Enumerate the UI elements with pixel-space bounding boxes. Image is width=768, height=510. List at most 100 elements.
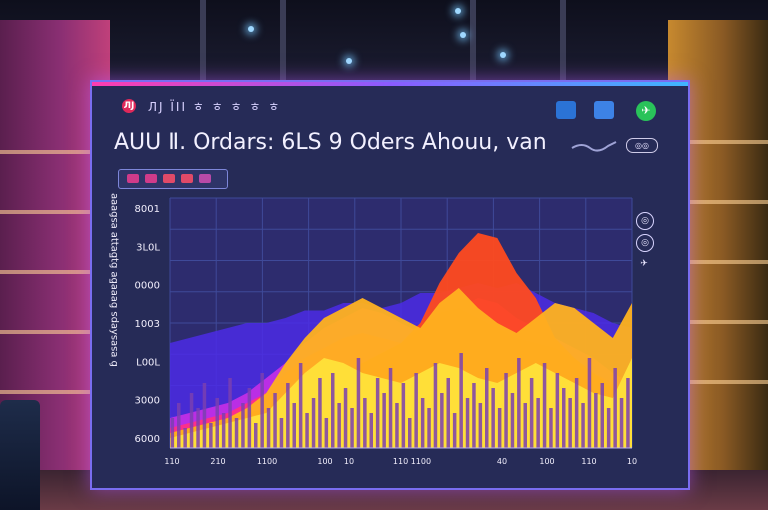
filter-chip[interactable] <box>163 174 175 183</box>
bar <box>562 388 566 448</box>
bar <box>510 393 515 448</box>
zoom-icon[interactable]: ◎ <box>636 212 654 230</box>
dashboard-panel: ЛЈ ЛЈ ΪΙΙ ㅎ ㅎ ㅎ ㅎ ㅎ ✈ AUU Ⅱ. Ordars: 6LS… <box>90 80 690 490</box>
filter-chip[interactable] <box>127 174 139 183</box>
filter-chip[interactable] <box>145 174 157 183</box>
x-tick-label: 110 <box>164 457 179 466</box>
shelf-row <box>0 150 92 154</box>
bar <box>331 373 335 448</box>
bar <box>440 393 444 448</box>
bar <box>594 393 598 448</box>
ceiling <box>0 0 768 90</box>
bar <box>305 413 309 448</box>
bar <box>459 353 463 448</box>
ceiling-light <box>248 26 254 32</box>
bar <box>286 383 290 448</box>
bar <box>452 413 457 448</box>
shelf-row <box>0 270 92 274</box>
bar <box>177 403 181 448</box>
bar <box>279 418 284 448</box>
bar <box>382 393 386 448</box>
bar <box>587 358 592 448</box>
bar <box>324 418 329 448</box>
bar <box>408 418 412 448</box>
bar <box>504 373 508 448</box>
bar <box>215 398 219 448</box>
ceiling-light <box>346 58 352 64</box>
bar <box>606 408 611 448</box>
bar <box>254 423 258 448</box>
area-series <box>170 358 632 448</box>
y-tick-label: L00L <box>136 357 160 368</box>
filter-chip[interactable] <box>199 174 211 183</box>
y-tick-label: 3000 <box>135 396 160 407</box>
bar <box>542 363 547 448</box>
bar <box>375 378 380 448</box>
ceiling-beam <box>200 0 206 90</box>
x-tick-label: 1100 <box>257 457 277 466</box>
bar <box>427 408 431 448</box>
bar <box>420 398 425 448</box>
ceiling-beam <box>280 0 286 90</box>
nav-text: ЛЈ ΪΙΙ ㅎ ㅎ ㅎ ㅎ ㅎ <box>148 100 282 114</box>
bar <box>414 373 418 448</box>
brand-logo-icon[interactable]: ЛЈ <box>122 99 136 113</box>
bar <box>202 383 207 448</box>
bar <box>472 383 476 448</box>
y-tick-label: 1003 <box>135 319 160 330</box>
bar <box>401 383 406 448</box>
share-icon[interactable]: ✈ <box>636 101 656 121</box>
bar <box>574 378 579 448</box>
bar <box>356 358 361 448</box>
x-tick-label: 10 <box>627 457 637 466</box>
bar <box>337 403 341 448</box>
bar <box>619 398 624 448</box>
ceiling-light <box>500 52 506 58</box>
card-icon[interactable] <box>594 101 614 119</box>
bar-chart-icon[interactable] <box>556 101 576 119</box>
ceiling-beam <box>560 0 566 90</box>
title-badge[interactable]: ◎◎ <box>626 138 658 153</box>
bar <box>478 403 483 448</box>
shelf-row <box>686 320 768 324</box>
panel-accent-bar <box>92 82 688 86</box>
bar <box>183 428 187 448</box>
dashboard-title: AUU Ⅱ. Ordars: 6LS 9 Oders Ahouu, van <box>114 130 547 155</box>
bar <box>600 383 604 448</box>
bar <box>241 403 245 448</box>
bar <box>221 413 226 448</box>
squiggle-icon <box>571 141 617 152</box>
y-tick-label: 3L0L <box>136 242 160 253</box>
x-tick-label: 110 <box>581 457 596 466</box>
shelf-row <box>686 140 768 144</box>
bar <box>234 418 239 448</box>
x-tick-label: 40 <box>497 457 507 466</box>
bar <box>465 398 470 448</box>
filter-chip[interactable] <box>181 174 193 183</box>
bar <box>273 393 277 448</box>
y-tick-label: 8001 <box>135 204 160 215</box>
bar <box>318 378 322 448</box>
bar <box>292 403 296 448</box>
bar <box>555 373 560 448</box>
bar <box>311 398 316 448</box>
send-icon[interactable]: ✈ <box>640 259 648 269</box>
shelf-row <box>0 330 92 334</box>
bar <box>350 408 354 448</box>
bar <box>446 378 450 448</box>
area-chart: 8001 3L0L 0000 1003 L00L 3000 6000 110 210 1100 10… <box>135 197 637 466</box>
bar <box>228 378 232 448</box>
filter-bar[interactable] <box>118 169 228 189</box>
bar <box>247 388 252 448</box>
target-icon[interactable]: ◎ <box>636 234 654 252</box>
bar <box>196 408 200 448</box>
bar <box>189 393 194 448</box>
bar <box>388 368 393 448</box>
x-tick-label: 10 <box>344 457 354 466</box>
bar <box>209 423 213 448</box>
bar <box>395 403 399 448</box>
bar <box>433 363 438 448</box>
bar <box>497 408 502 448</box>
bar <box>260 373 264 448</box>
bar <box>369 413 373 448</box>
